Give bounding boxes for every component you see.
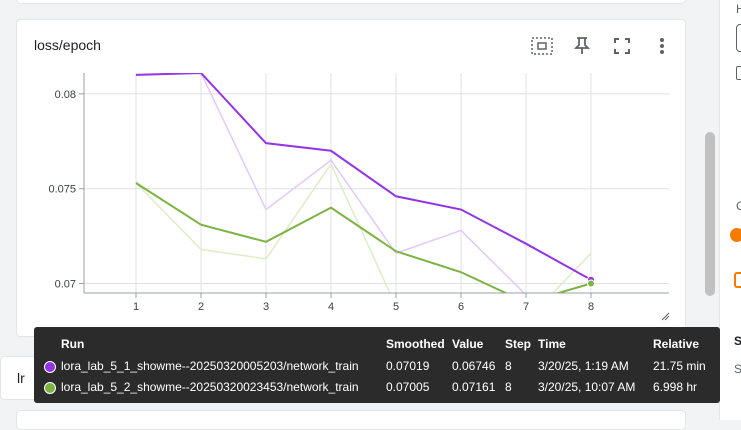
hover-point-marker bbox=[587, 279, 595, 288]
x-tick-label: 3 bbox=[263, 301, 269, 313]
tooltip-header-value: Value bbox=[452, 337, 484, 351]
series-raw-line bbox=[135, 73, 526, 293]
tooltip-smoothed: 0.07005 bbox=[386, 380, 430, 394]
tooltip-run-name: lora_lab_5_1_showme--20250320005203/netw… bbox=[61, 359, 359, 373]
y-tick-label: 0.08 bbox=[55, 89, 76, 101]
run-color-swatch bbox=[44, 382, 56, 394]
x-tick-label: 2 bbox=[198, 301, 204, 313]
y-tick-label: 0.075 bbox=[48, 184, 76, 196]
tooltip-header-step: Step bbox=[505, 337, 532, 351]
settings-panel: H C S S bbox=[719, 0, 741, 420]
tooltip-time: 3/20/25, 10:07 AM bbox=[538, 380, 636, 394]
x-tick-label: 4 bbox=[328, 301, 334, 313]
tooltip-smoothed: 0.07019 bbox=[386, 359, 430, 373]
tooltip-time: 3/20/25, 1:19 AM bbox=[538, 359, 629, 373]
panel-letter-h: H bbox=[736, 2, 741, 16]
more-vert-icon[interactable] bbox=[650, 34, 674, 58]
series-smoothed-line bbox=[135, 73, 592, 281]
tooltip-header-run: Run bbox=[61, 337, 85, 351]
resize-handle-icon[interactable] bbox=[661, 312, 670, 321]
series-raw-line bbox=[135, 162, 592, 293]
panel-letter-s: S bbox=[734, 334, 741, 348]
chart-title: loss/epoch bbox=[34, 37, 101, 53]
run-color-swatch bbox=[44, 361, 56, 373]
panel-toggle[interactable] bbox=[734, 272, 741, 288]
x-tick-label: 1 bbox=[133, 301, 139, 313]
lr-card bbox=[0, 356, 40, 400]
tooltip-step: 8 bbox=[505, 380, 512, 394]
main-scrollbar[interactable] bbox=[705, 132, 715, 296]
series-smoothed-line bbox=[135, 182, 592, 293]
y-tick-label: 0.07 bbox=[55, 279, 76, 291]
x-tick-label: 6 bbox=[458, 301, 464, 313]
chart-card: loss/epoch 1 2 3 4 5 6 7 8 0.08 0.075 0.07 bbox=[16, 19, 686, 337]
x-tick-label: 8 bbox=[588, 301, 594, 313]
line-chart[interactable]: 1 2 3 4 5 6 7 8 0.08 0.075 0.07 bbox=[17, 20, 685, 336]
x-tick-label: 5 bbox=[393, 301, 399, 313]
panel-checkbox[interactable] bbox=[736, 66, 741, 80]
chart-tooltip: Run Smoothed Value Step Time Relative lo… bbox=[34, 327, 720, 403]
fit-domain-icon[interactable] bbox=[530, 34, 554, 58]
tooltip-relative: 21.75 min bbox=[653, 359, 706, 373]
pin-icon[interactable] bbox=[570, 34, 594, 58]
tooltip-header-time: Time bbox=[538, 337, 566, 351]
fullscreen-icon[interactable] bbox=[610, 34, 634, 58]
tooltip-header-smoothed: Smoothed bbox=[386, 337, 445, 351]
panel-letter-s2: S bbox=[734, 362, 741, 376]
tooltip-relative: 6.998 hr bbox=[653, 380, 698, 394]
lr-card-title: lr bbox=[17, 370, 25, 386]
tooltip-step: 8 bbox=[505, 359, 512, 373]
panel-slider-thumb[interactable] bbox=[730, 228, 741, 242]
next-chart-card bbox=[16, 410, 686, 430]
tooltip-run-name: lora_lab_5_2_showme--20250320023453/netw… bbox=[61, 380, 359, 394]
tooltip-value: 0.07161 bbox=[452, 380, 496, 394]
tooltip-value: 0.06746 bbox=[452, 359, 496, 373]
previous-chart-card bbox=[16, 0, 686, 4]
panel-letter-c: C bbox=[736, 199, 741, 213]
tooltip-header-relative: Relative bbox=[653, 337, 700, 351]
x-tick-label: 7 bbox=[523, 301, 529, 313]
panel-input[interactable] bbox=[736, 24, 741, 52]
